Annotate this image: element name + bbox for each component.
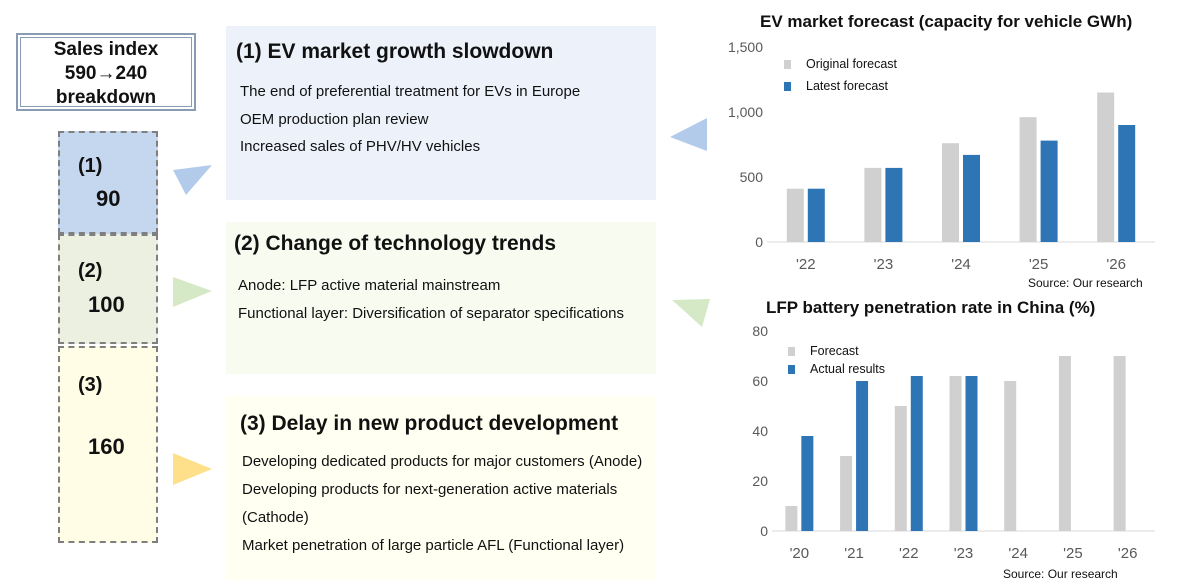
sales-index-line2: 590→240 — [64, 63, 148, 84]
segment-label: (2) — [78, 260, 103, 282]
x-tick-label: '20 — [790, 545, 810, 562]
bar-series1 — [949, 376, 962, 531]
x-tick-label: '25 — [1029, 256, 1049, 273]
panel-line: Market penetration of large particle AFL… — [242, 537, 625, 554]
y-tick-label: 0 — [755, 234, 763, 250]
segment-label: (1) — [78, 155, 103, 177]
bar-series1 — [1097, 92, 1115, 242]
segment-technology-trends: (2) 100 — [58, 234, 158, 344]
legend-label: Original forecast — [806, 57, 898, 71]
panel-title: (1) EV market growth slowdown — [236, 40, 554, 63]
x-tick-label: '23 — [874, 256, 894, 273]
bar-series2 — [807, 188, 825, 242]
panel-ev-market-slowdown: (1) EV market growth slowdown The end of… — [226, 26, 656, 200]
panel-line: Developing products for next-generation … — [242, 481, 618, 498]
x-tick-label: '26 — [1118, 545, 1138, 562]
segment-value: 100 — [88, 292, 125, 317]
panel-line: Functional layer: Diversification of sep… — [238, 305, 625, 322]
y-tick-label: 1,000 — [728, 104, 763, 120]
legend-swatch — [784, 82, 791, 91]
ev-chart-title: EV market forecast (capacity for vehicle… — [760, 12, 1133, 31]
y-tick-label: 40 — [752, 423, 768, 439]
y-tick-label: 60 — [752, 373, 768, 389]
segment-ev-market: (1) 90 — [58, 131, 158, 234]
segment-value: 90 — [96, 186, 121, 211]
y-tick-label: 80 — [752, 323, 768, 339]
x-tick-label: '25 — [1063, 545, 1083, 562]
panel-line: (Cathode) — [242, 509, 309, 526]
bar-series1 — [1113, 356, 1126, 531]
y-tick-label: 500 — [740, 169, 764, 185]
x-tick-label: '22 — [796, 256, 816, 273]
arrow-to-panel3-icon — [173, 453, 212, 485]
bar-series2 — [910, 376, 923, 531]
bar-series1 — [1058, 356, 1071, 531]
bar-series2 — [856, 381, 869, 531]
y-tick-label: 1,500 — [728, 39, 763, 55]
bar-series2 — [965, 376, 978, 531]
bar-series2 — [885, 167, 903, 242]
bar-series1 — [1019, 117, 1037, 242]
arrow-from-lfp-chart-icon — [672, 299, 710, 327]
lfp-chart-source: Source: Our research — [1003, 567, 1118, 581]
x-tick-label: '24 — [951, 256, 971, 273]
bar-series1 — [942, 143, 959, 242]
panel-line: OEM production plan review — [240, 111, 429, 128]
bar-series2 — [801, 436, 814, 531]
bar-series1 — [1004, 381, 1017, 531]
arrow-to-panel1-icon — [173, 165, 212, 195]
panel-line: Developing dedicated products for major … — [242, 453, 643, 470]
ev-chart-source: Source: Our research — [1028, 276, 1143, 290]
x-tick-label: '21 — [844, 545, 864, 562]
panel-line: Increased sales of PHV/HV vehicles — [240, 138, 481, 155]
x-tick-label: '24 — [1008, 545, 1028, 562]
y-tick-label: 20 — [752, 473, 768, 489]
ev-market-forecast-chart: 0 500 1,000 1,500 '22 '23 '24 '25 '26 Original fo… — [728, 39, 1155, 273]
legend-swatch — [784, 60, 791, 69]
bar-series2 — [963, 154, 980, 242]
panel-title: (2) Change of technology trends — [234, 232, 557, 255]
y-tick-label: 0 — [760, 523, 768, 539]
segment-value: 160 — [88, 434, 125, 459]
x-tick-label: '23 — [954, 545, 974, 562]
arrow-from-ev-chart-icon — [670, 118, 707, 151]
arrow-to-panel2-icon — [173, 277, 212, 307]
legend-label: Forecast — [810, 344, 859, 358]
bar-series1 — [840, 456, 853, 531]
panel-line: Anode: LFP active material mainstream — [238, 277, 501, 294]
bar-series1 — [786, 188, 804, 242]
segment-label: (3) — [78, 374, 103, 396]
legend-swatch — [788, 365, 795, 374]
bar-series2 — [1118, 125, 1136, 242]
bar-series1 — [785, 506, 798, 531]
panel-technology-trends: (2) Change of technology trends Anode: L… — [226, 222, 656, 374]
panel-line: The end of preferential treatment for EV… — [240, 83, 581, 100]
lfp-chart-title: LFP battery penetration rate in China (%… — [766, 298, 1096, 317]
x-tick-label: '22 — [899, 545, 919, 562]
segment-product-development: (3) 160 — [58, 346, 158, 543]
panel-product-development-delay: (3) Delay in new product development Dev… — [226, 396, 656, 580]
legend-swatch — [788, 347, 795, 356]
lfp-penetration-chart: 0 20 40 60 80 '20 '21 '22 '23 '24 '25 '26 Forecast Ac… — [752, 323, 1155, 562]
sales-index-box: Sales index 590→240 breakdown — [16, 33, 196, 111]
x-tick-label: '26 — [1106, 256, 1126, 273]
legend-label: Latest forecast — [806, 79, 889, 93]
panel-title: (3) Delay in new product development — [240, 412, 619, 435]
bar-series1 — [894, 406, 907, 531]
bar-series2 — [1040, 140, 1058, 242]
sales-index-line1: Sales index — [53, 39, 159, 60]
sales-index-line3: breakdown — [55, 87, 157, 108]
bar-series1 — [864, 167, 882, 242]
legend-label: Actual results — [810, 362, 885, 376]
